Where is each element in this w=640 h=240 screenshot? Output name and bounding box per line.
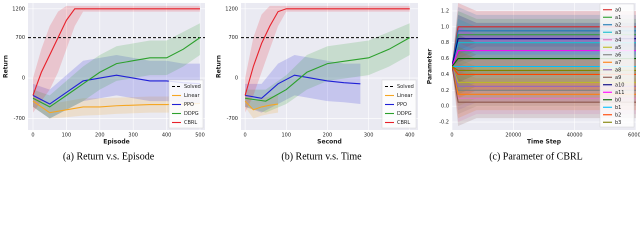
error-band bbox=[245, 54, 361, 113]
error-band bbox=[33, 95, 200, 119]
x-tick-label: 100 bbox=[62, 133, 72, 139]
series-line bbox=[452, 58, 636, 67]
y-tick-label: 0.8 bbox=[441, 40, 449, 46]
series-line bbox=[244, 100, 279, 111]
legend-label: DDPG bbox=[184, 111, 199, 117]
x-tick-label: 60000 bbox=[628, 133, 640, 139]
legend-label: a1 bbox=[615, 15, 621, 21]
y-tick-label: 1.0 bbox=[441, 24, 449, 30]
series-line bbox=[452, 66, 636, 103]
legend-label: a8 bbox=[615, 67, 621, 73]
legend-label: b1 bbox=[615, 105, 621, 111]
figure: -700 0 700 1200 0 100 200 300 400 500 Episode Retur… bbox=[3, 3, 640, 162]
series-line bbox=[452, 50, 636, 67]
caption: (b) Return v.s. Time bbox=[281, 151, 362, 162]
y-axis-label: Return bbox=[3, 55, 10, 78]
x-tick-label: 500 bbox=[195, 133, 205, 139]
x-tick-label: 0 bbox=[244, 133, 247, 139]
caption: (a) Return v.s. Episode bbox=[63, 151, 155, 162]
x-tick-label: 300 bbox=[364, 133, 374, 139]
error-band bbox=[452, 14, 636, 67]
series-line bbox=[452, 30, 636, 67]
legend-label: b2 bbox=[615, 112, 621, 118]
legend-label: CBRL bbox=[184, 120, 197, 126]
legend-label: a5 bbox=[615, 45, 621, 51]
y-tick-label: 1.2 bbox=[441, 8, 449, 14]
x-tick-label: 100 bbox=[282, 133, 292, 139]
series-line bbox=[452, 66, 636, 83]
legend-label: a10 bbox=[615, 82, 624, 88]
series-line bbox=[452, 66, 636, 95]
error-band bbox=[33, 23, 200, 119]
y-tick-label: 1200 bbox=[12, 6, 25, 12]
legend-label: PPO bbox=[397, 102, 407, 108]
x-tick-label: 0 bbox=[450, 133, 453, 139]
x-axis-label: Time Step bbox=[527, 139, 562, 146]
y-tick-label: 700 bbox=[228, 35, 238, 41]
legend-label: a7 bbox=[615, 60, 621, 66]
legend-label: a0 bbox=[615, 7, 621, 13]
x-tick-label: 400 bbox=[405, 133, 415, 139]
series-line bbox=[452, 38, 636, 67]
y-tick-label: 0.6 bbox=[441, 56, 449, 62]
legend-label: b0 bbox=[615, 97, 621, 103]
caption: (c) Parameter of CBRL bbox=[489, 151, 583, 162]
y-tick-label: -0.2 bbox=[439, 120, 449, 126]
legend-label: CBRL bbox=[397, 120, 410, 126]
series-line bbox=[452, 66, 636, 87]
legend-label: Linear bbox=[184, 93, 200, 99]
series-line bbox=[452, 66, 636, 75]
x-tick-label: 40000 bbox=[567, 133, 583, 139]
series-line bbox=[245, 74, 361, 99]
error-band bbox=[452, 66, 636, 127]
series-line bbox=[32, 8, 200, 96]
legend-label: PPO bbox=[184, 102, 194, 108]
x-axis-label: Episode bbox=[103, 139, 130, 146]
series-group bbox=[241, 5, 418, 119]
error-band bbox=[245, 5, 410, 113]
legend-label: b3 bbox=[615, 120, 621, 126]
series-line bbox=[32, 37, 201, 108]
y-tick-label: -700 bbox=[227, 116, 238, 122]
y-tick-label: 0.0 bbox=[441, 104, 449, 110]
x-tick-label: 400 bbox=[162, 133, 172, 139]
legend-label: a4 bbox=[615, 37, 621, 43]
series-line bbox=[245, 37, 411, 102]
x-tick-label: 300 bbox=[128, 133, 138, 139]
error-band bbox=[452, 6, 636, 67]
x-tick-label: 20000 bbox=[505, 133, 521, 139]
legend-label: Solved bbox=[184, 84, 201, 90]
y-tick-label: 1200 bbox=[225, 6, 238, 12]
y-tick-label: 0.4 bbox=[441, 72, 449, 78]
legend-label: Solved bbox=[397, 84, 414, 90]
error-band bbox=[33, 54, 200, 119]
y-tick-label: -700 bbox=[14, 116, 25, 122]
legend-label: a2 bbox=[615, 22, 621, 28]
y-tick-label: 0 bbox=[235, 76, 238, 82]
legend-label: a6 bbox=[615, 52, 621, 58]
error-band bbox=[245, 23, 410, 113]
y-tick-label: 700 bbox=[15, 35, 25, 41]
legend-label: a9 bbox=[615, 75, 621, 81]
x-axis-label: Second bbox=[317, 139, 342, 146]
legend-label: Linear bbox=[397, 93, 413, 99]
y-tick-label: 0 bbox=[22, 76, 25, 82]
series-line bbox=[452, 66, 636, 72]
x-tick-label: 200 bbox=[95, 133, 105, 139]
x-tick-label: 200 bbox=[323, 133, 333, 139]
x-tick-label: 0 bbox=[31, 133, 34, 139]
series-group bbox=[28, 5, 205, 119]
series-group bbox=[452, 3, 636, 127]
legend-label: a11 bbox=[615, 90, 624, 96]
series-line bbox=[244, 8, 410, 96]
legend-label: DDPG bbox=[397, 111, 412, 117]
legend-label: a3 bbox=[615, 30, 621, 36]
y-tick-label: 0.2 bbox=[441, 88, 449, 94]
y-axis-label: Return bbox=[216, 55, 223, 78]
error-band bbox=[452, 66, 636, 119]
y-axis-label: Parameter bbox=[427, 49, 434, 85]
